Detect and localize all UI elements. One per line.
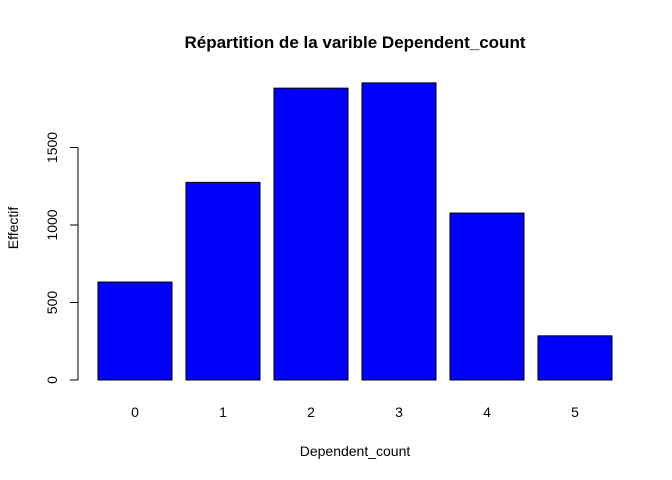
x-tick-label-5: 5 xyxy=(571,404,579,420)
bar-1 xyxy=(185,181,261,381)
x-tick-label-3: 3 xyxy=(395,404,403,420)
bar-3 xyxy=(361,82,437,381)
x-axis-label: Dependent_count xyxy=(300,443,411,459)
chart-title: Répartition de la varible Dependent_coun… xyxy=(184,33,525,52)
y-tick-label-1500: 1500 xyxy=(44,132,60,163)
x-tick-label-0: 0 xyxy=(131,404,139,420)
y-tick-label-0: 0 xyxy=(44,376,60,384)
y-tick-label-500: 500 xyxy=(44,291,60,315)
x-tick-label-2: 2 xyxy=(307,404,315,420)
bar-0 xyxy=(97,281,173,381)
bar-4 xyxy=(449,212,525,381)
x-tick-label-1: 1 xyxy=(219,404,227,420)
y-axis: 0 500 1000 1500 xyxy=(44,132,79,384)
bar-5 xyxy=(537,335,613,381)
bars xyxy=(97,82,613,381)
bar-2 xyxy=(273,87,349,381)
y-axis-label: Effectif xyxy=(5,207,21,250)
y-tick-label-1000: 1000 xyxy=(44,209,60,240)
x-tick-labels: 0 1 2 3 4 5 xyxy=(131,404,579,420)
x-tick-label-4: 4 xyxy=(483,404,491,420)
